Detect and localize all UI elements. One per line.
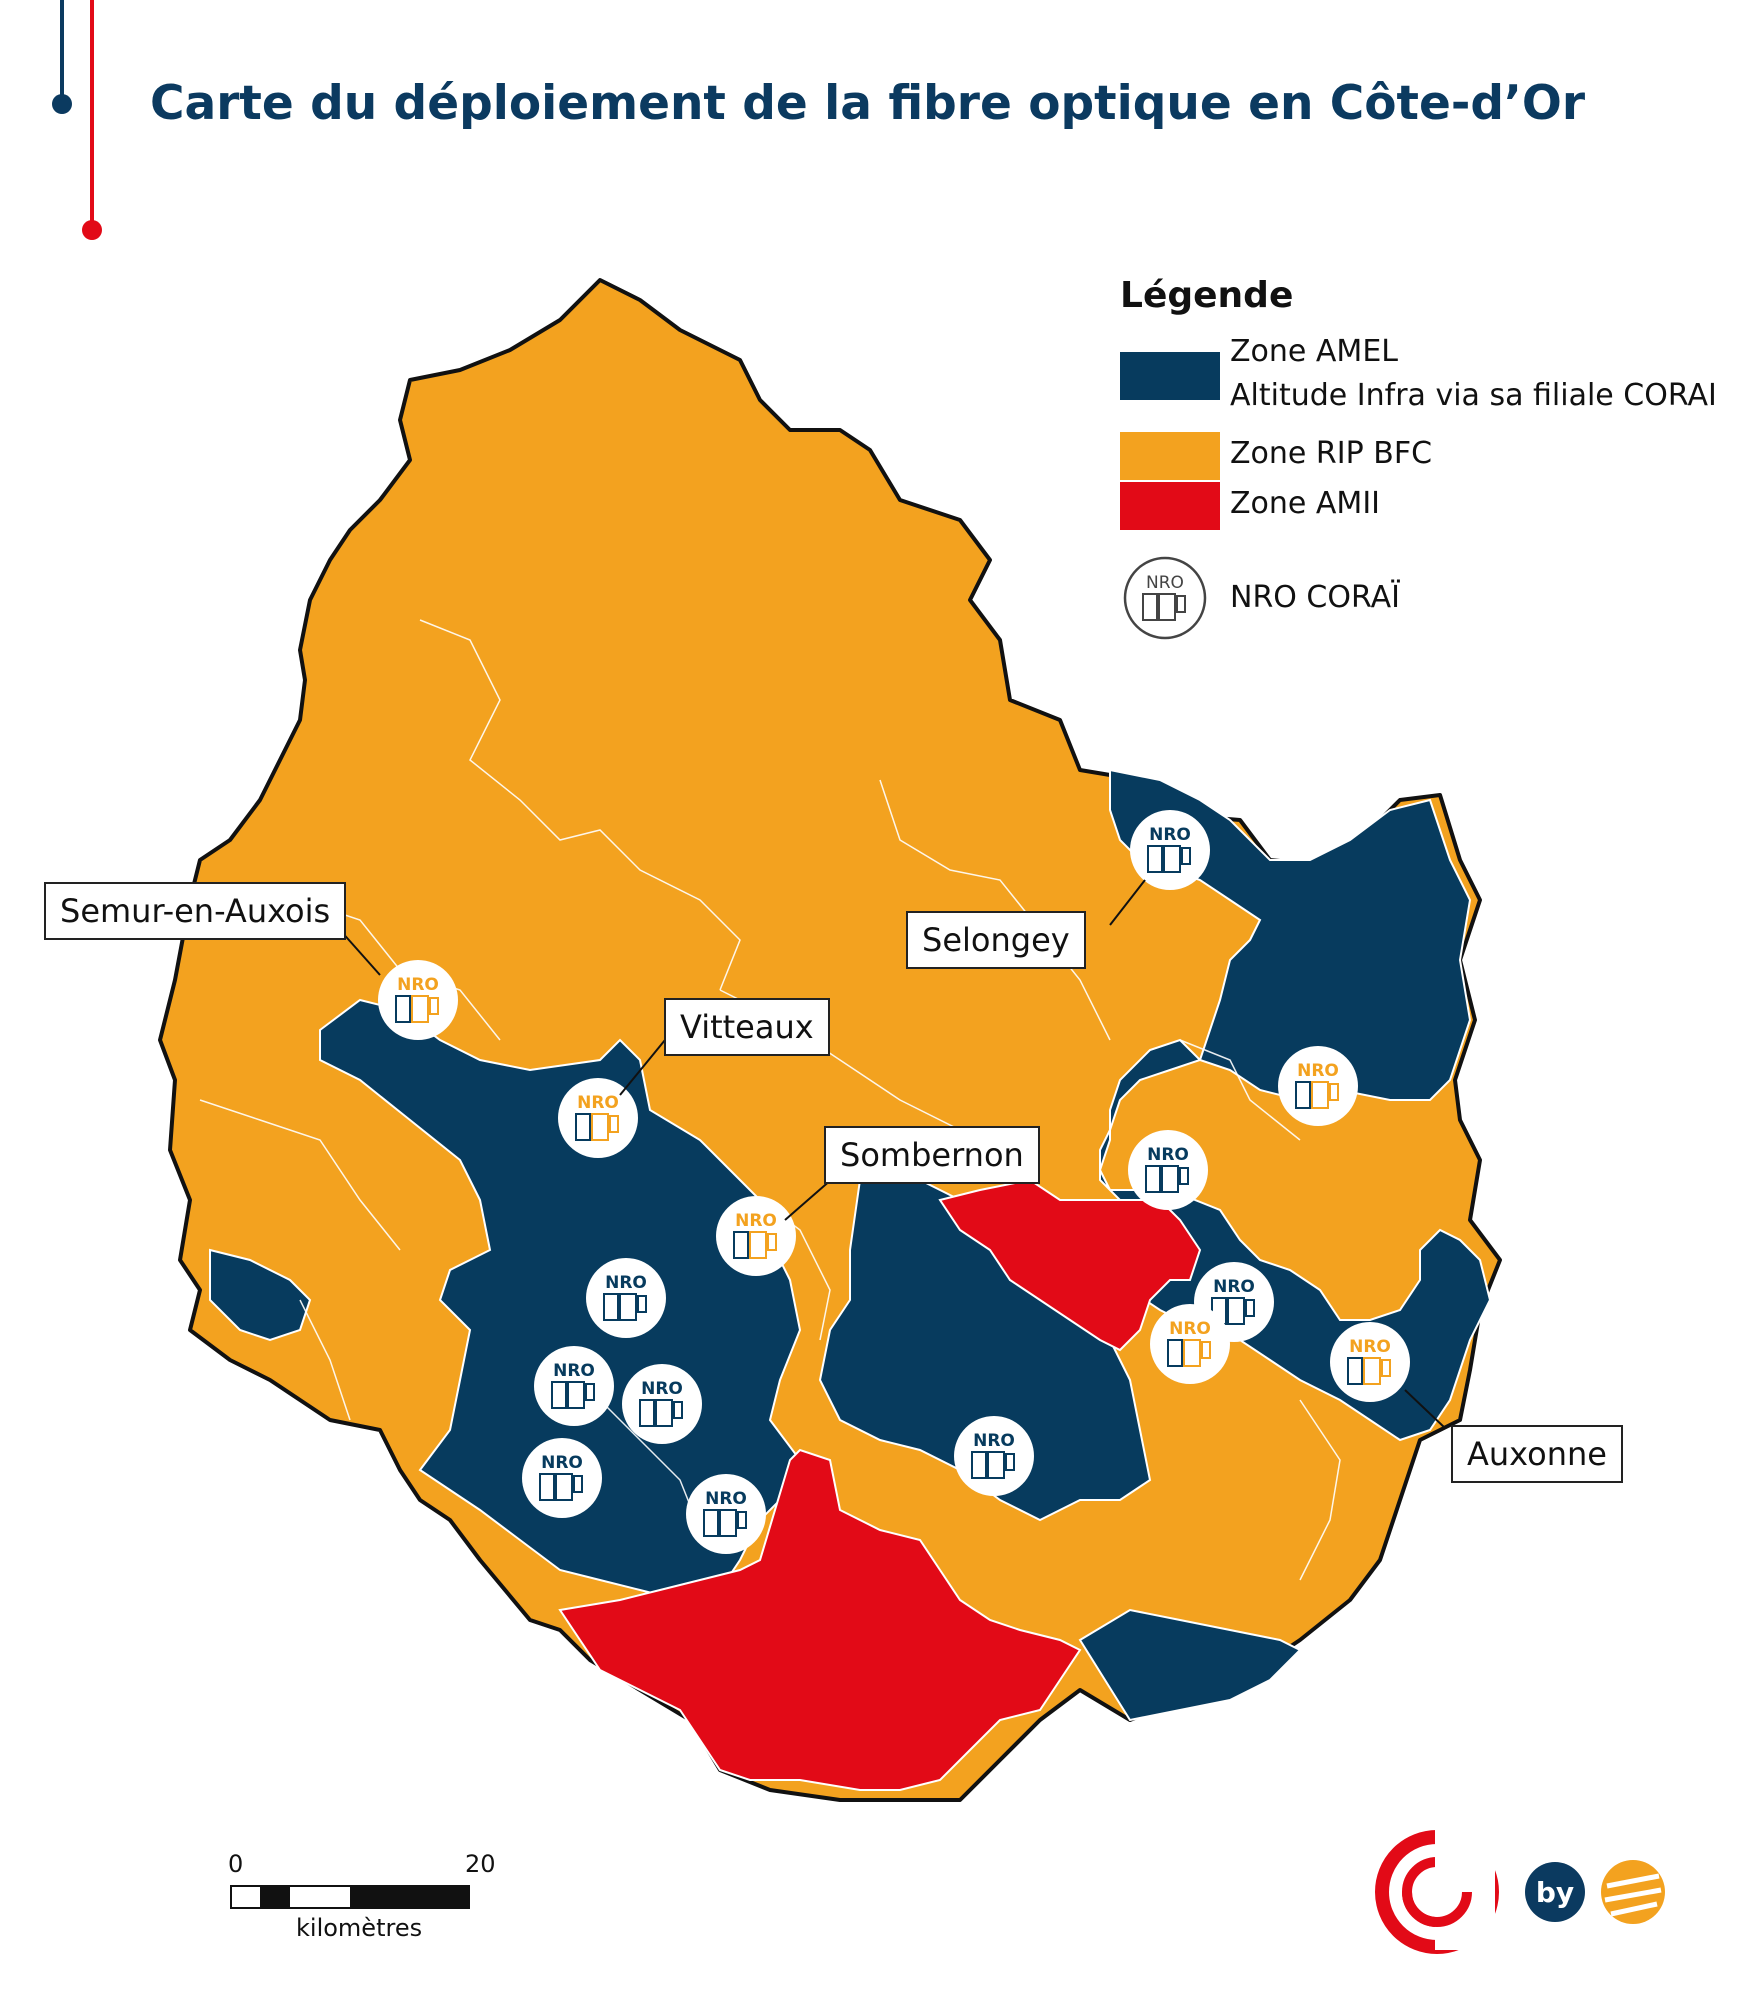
nro-marker-east [1277,1045,1359,1127]
altitude-logo [1601,1860,1665,1924]
legend-swatch-amel [1120,352,1220,400]
decorative-lines [52,0,102,240]
amel-zone-south [1078,1608,1302,1722]
legend-label-rip: Zone RIP BFC [1230,436,1433,471]
nro-marker-is [1127,1129,1209,1211]
legend-title: Légende [1120,275,1294,316]
nro-marker-w5 [685,1473,767,1555]
legend-label-amel-sub: Altitude Infra via sa filiale CORAI [1230,378,1717,413]
place-label-selongey: Selongey [906,911,1086,969]
nro-icon: NRO [1123,556,1207,640]
legend-item-nro: NRO NRO CORAÏ [1120,548,1740,658]
nro-marker-w1 [585,1257,667,1339]
nro-marker-sombernon [715,1195,797,1277]
by-badge [1525,1862,1585,1922]
legend-label-amel: Zone AMEL [1230,334,1398,369]
scale-end: 20 [465,1850,496,1878]
amii-zone-dijon [938,1178,1202,1352]
legend-item-rip: Zone RIP BFC [1120,430,1740,482]
amel-zone-west-small [209,1248,312,1342]
place-label-semur: Semur-en-Auxois [44,882,347,940]
by-text: by [1536,1876,1574,1909]
legend: Légende Zone AMEL Altitude Infra via sa … [1120,275,1740,658]
place-label-sombernon: Sombernon [824,1126,1040,1184]
nro-marker-w3 [621,1363,703,1445]
scale-start: 0 [228,1850,244,1878]
legend-label-nro: NRO CORAÏ [1230,580,1400,615]
page-title: Carte du déploiement de la fibre optique… [150,76,1586,131]
amel-zones [209,768,1492,1722]
place-label-vitteaux: Vitteaux [664,998,830,1056]
corai-logo [1375,1830,1499,1954]
nro-marker-auxonne [1329,1321,1411,1403]
nro-icon-text: NRO [1146,573,1184,593]
nro-marker-semur [377,959,459,1041]
place-label-auxonne: Auxonne [1451,1425,1623,1483]
nro-marker-w2 [533,1345,615,1427]
legend-swatch-rip [1120,432,1220,480]
amii-zone-beaune [558,1448,1082,1791]
brand-logos: by [1375,1830,1665,1954]
nro-marker-c1 [953,1415,1035,1497]
amii-zones [558,1178,1202,1791]
scale-unit: kilomètres [296,1914,423,1942]
amel-zone-west [319,998,802,1602]
legend-item-amii: Zone AMII [1120,482,1740,534]
nro-marker-selongey [1129,809,1211,891]
legend-label-amii: Zone AMII [1230,486,1381,521]
scale-ruler [230,1885,470,1909]
legend-item-amel: Zone AMEL Altitude Infra via sa filiale … [1120,330,1740,430]
legend-swatch-amii [1120,482,1220,530]
amel-zone-east [1098,768,1492,1442]
nro-marker-vitteaux [557,1077,639,1159]
nro-marker-w4 [521,1437,603,1519]
nro-marker-e2 [1149,1303,1231,1385]
